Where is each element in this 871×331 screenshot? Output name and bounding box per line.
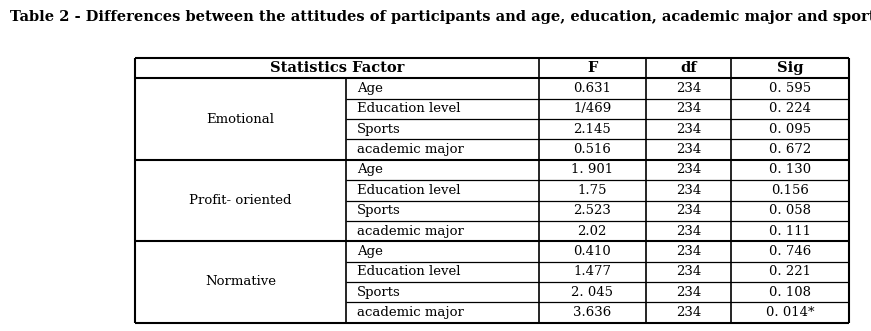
Text: 234: 234: [676, 143, 701, 156]
Text: 234: 234: [676, 204, 701, 217]
Text: Age: Age: [357, 245, 383, 258]
Text: 2.02: 2.02: [577, 224, 607, 238]
Text: 234: 234: [676, 265, 701, 278]
Text: 234: 234: [676, 82, 701, 95]
Text: 0. 095: 0. 095: [769, 123, 812, 136]
Text: 0. 108: 0. 108: [769, 286, 811, 299]
Text: 3.636: 3.636: [573, 306, 611, 319]
Text: 0.156: 0.156: [772, 184, 809, 197]
Text: 234: 234: [676, 286, 701, 299]
Text: Profit- oriented: Profit- oriented: [189, 194, 292, 207]
Text: 234: 234: [676, 224, 701, 238]
Text: 0.631: 0.631: [573, 82, 611, 95]
Text: 234: 234: [676, 123, 701, 136]
Text: 0. 111: 0. 111: [769, 224, 811, 238]
Text: 0. 595: 0. 595: [769, 82, 812, 95]
Text: 0. 014*: 0. 014*: [766, 306, 814, 319]
Text: 0.410: 0.410: [573, 245, 611, 258]
Text: 234: 234: [676, 164, 701, 176]
Text: Education level: Education level: [357, 102, 461, 115]
Text: 234: 234: [676, 306, 701, 319]
Text: F: F: [587, 61, 598, 75]
Text: 0. 130: 0. 130: [769, 164, 812, 176]
Text: Age: Age: [357, 82, 383, 95]
Text: 1. 901: 1. 901: [571, 164, 613, 176]
Text: academic major: academic major: [357, 224, 464, 238]
Text: 234: 234: [676, 184, 701, 197]
Text: df: df: [680, 61, 697, 75]
Text: Table 2 - Differences between the attitudes of participants and age, education, : Table 2 - Differences between the attitu…: [10, 10, 871, 24]
Text: 0. 746: 0. 746: [769, 245, 812, 258]
Text: Sports: Sports: [357, 204, 401, 217]
Text: Education level: Education level: [357, 265, 461, 278]
Text: 2. 045: 2. 045: [571, 286, 613, 299]
Text: Normative: Normative: [205, 275, 276, 289]
Text: 0. 672: 0. 672: [769, 143, 812, 156]
Text: 234: 234: [676, 102, 701, 115]
Text: academic major: academic major: [357, 306, 464, 319]
Text: 1/469: 1/469: [573, 102, 611, 115]
Text: academic major: academic major: [357, 143, 464, 156]
Text: 0.516: 0.516: [573, 143, 611, 156]
Text: Education level: Education level: [357, 184, 461, 197]
Text: 234: 234: [676, 245, 701, 258]
Text: Sports: Sports: [357, 286, 401, 299]
Text: 0. 221: 0. 221: [769, 265, 811, 278]
Text: 2.523: 2.523: [573, 204, 611, 217]
Text: 1.477: 1.477: [573, 265, 611, 278]
Text: Sig: Sig: [777, 61, 804, 75]
Text: 0. 058: 0. 058: [769, 204, 811, 217]
Text: 2.145: 2.145: [573, 123, 611, 136]
Text: Sports: Sports: [357, 123, 401, 136]
Text: Statistics Factor: Statistics Factor: [270, 61, 404, 75]
Text: 1.75: 1.75: [577, 184, 607, 197]
Text: Age: Age: [357, 164, 383, 176]
Text: Emotional: Emotional: [206, 113, 274, 125]
Text: 0. 224: 0. 224: [769, 102, 811, 115]
